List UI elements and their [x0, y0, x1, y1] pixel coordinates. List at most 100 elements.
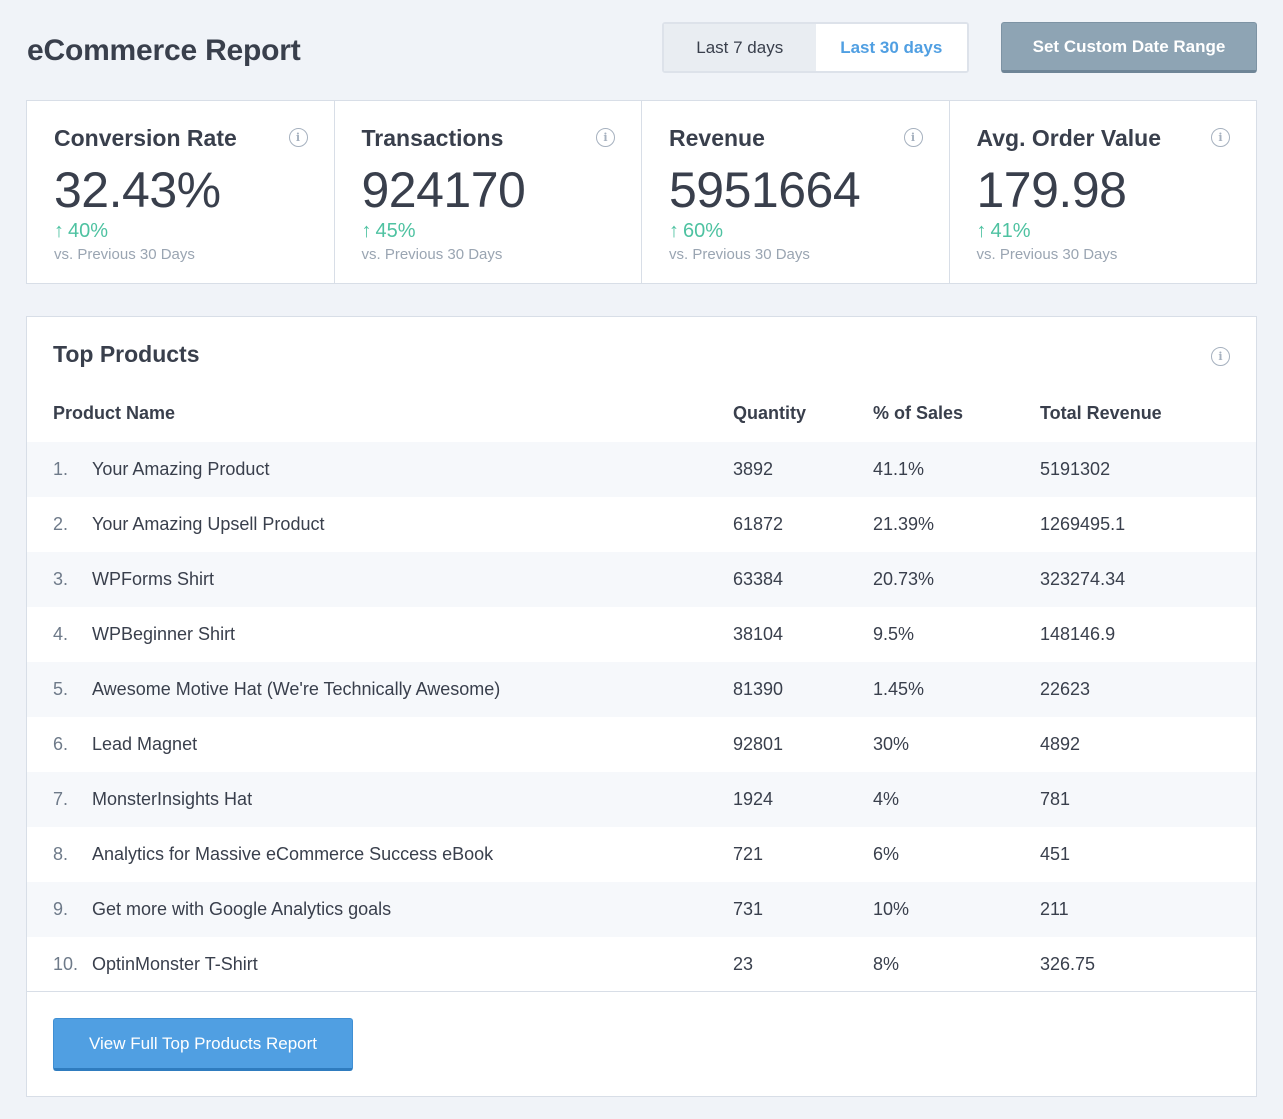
table-row: 5. Awesome Motive Hat (We're Technically… — [27, 662, 1256, 717]
table-row: 6. Lead Magnet 92801 30% 4892 — [27, 717, 1256, 772]
kpi-title: Conversion Rate — [54, 125, 237, 151]
product-name: Awesome Motive Hat (We're Technically Aw… — [92, 679, 501, 699]
kpi-title: Revenue — [669, 125, 765, 151]
product-name: Your Amazing Product — [92, 459, 270, 479]
product-quantity: 731 — [733, 899, 764, 919]
date-range-toggle: Last 7 days Last 30 days — [662, 22, 969, 73]
top-products-title: Top Products — [53, 341, 200, 367]
arrow-up-icon: ↑ — [976, 220, 987, 242]
product-revenue: 148146.9 — [1040, 624, 1116, 644]
view-full-top-products-report-button[interactable]: View Full Top Products Report — [53, 1018, 353, 1071]
product-revenue: 211 — [1040, 899, 1069, 919]
product-pct-sales: 30% — [873, 734, 910, 754]
product-revenue: 4892 — [1040, 734, 1081, 754]
table-header: Product Name Quantity % of Sales Total R… — [53, 403, 1256, 429]
column-header-pct-sales: % of Sales — [873, 403, 964, 423]
product-pct-sales: 4% — [873, 789, 900, 809]
kpi-overview: Conversion Rate i 32.43% ↑ 40% vs. Previ… — [26, 100, 1257, 284]
kpi-revenue: Revenue i 5951664 ↑ 60% vs. Previous 30 … — [642, 101, 950, 283]
column-header-product-name: Product Name — [53, 403, 176, 423]
product-name: OptinMonster T-Shirt — [92, 954, 258, 974]
kpi-title: Avg. Order Value — [976, 125, 1162, 151]
row-rank: 7. — [53, 789, 69, 809]
kpi-value: 179.98 — [976, 162, 1127, 218]
row-rank: 10. — [53, 954, 79, 974]
kpi-value: 5951664 — [669, 162, 861, 218]
product-pct-sales: 9.5% — [873, 624, 915, 644]
kpi-value: 924170 — [361, 162, 526, 218]
product-pct-sales: 10% — [873, 899, 910, 919]
kpi-change: ↑ 40% — [54, 218, 334, 244]
kpi-title: Transactions — [361, 125, 504, 151]
product-quantity: 38104 — [733, 624, 784, 644]
product-quantity: 1924 — [733, 789, 774, 809]
product-name: WPBeginner Shirt — [92, 624, 236, 644]
table-row: 3. WPForms Shirt 63384 20.73% 323274.34 — [27, 552, 1256, 607]
product-quantity: 23 — [733, 954, 754, 974]
product-pct-sales: 8% — [873, 954, 900, 974]
product-name: Your Amazing Upsell Product — [92, 514, 325, 534]
row-rank: 4. — [53, 624, 69, 644]
row-rank: 1. — [53, 459, 69, 479]
product-quantity: 61872 — [733, 514, 784, 534]
row-rank: 5. — [53, 679, 69, 699]
kpi-change-value: 40% — [68, 220, 109, 242]
product-quantity: 3892 — [733, 459, 774, 479]
panel-divider — [27, 991, 1256, 992]
product-name: Analytics for Massive eCommerce Success … — [92, 844, 494, 864]
info-icon[interactable]: i — [903, 128, 923, 147]
product-pct-sales: 21.39% — [873, 514, 935, 534]
info-icon[interactable]: i — [1211, 128, 1230, 147]
row-rank: 2. — [53, 514, 69, 534]
product-pct-sales: 41.1% — [873, 459, 925, 479]
kpi-compare-label: vs. Previous 30 Days — [669, 246, 810, 263]
kpi-change-value: 45% — [375, 220, 416, 242]
kpi-compare-label: vs. Previous 30 Days — [54, 246, 195, 263]
info-icon[interactable]: i — [1211, 347, 1230, 366]
table-row: 7. MonsterInsights Hat 1924 4% 781 — [27, 772, 1256, 827]
product-revenue: 1269495.1 — [1040, 514, 1126, 534]
kpi-avg-order-value: Avg. Order Value i 179.98 ↑ 41% vs. Prev… — [950, 101, 1257, 283]
arrow-up-icon: ↑ — [669, 220, 679, 242]
arrow-up-icon: ↑ — [54, 220, 64, 242]
kpi-change: ↑ 60% — [669, 218, 949, 244]
kpi-value: 32.43% — [54, 162, 221, 218]
product-quantity: 721 — [733, 844, 764, 864]
info-icon[interactable]: i — [596, 128, 615, 147]
product-name: Lead Magnet — [92, 734, 198, 754]
product-name: WPForms Shirt — [92, 569, 215, 589]
product-pct-sales: 1.45% — [873, 679, 925, 699]
table-row: 1. Your Amazing Product 3892 41.1% 51913… — [27, 442, 1256, 497]
product-revenue: 323274.34 — [1040, 569, 1126, 589]
row-rank: 9. — [53, 899, 69, 919]
kpi-compare-label: vs. Previous 30 Days — [361, 246, 503, 263]
range-last-7-days[interactable]: Last 7 days — [664, 24, 816, 71]
set-custom-date-range-button[interactable]: Set Custom Date Range — [1001, 22, 1257, 73]
product-revenue: 5191302 — [1040, 459, 1111, 479]
product-name: Get more with Google Analytics goals — [92, 899, 392, 919]
kpi-conversion-rate: Conversion Rate i 32.43% ↑ 40% vs. Previ… — [27, 101, 335, 283]
kpi-transactions: Transactions i 924170 ↑ 45% vs. Previous… — [335, 101, 642, 283]
product-revenue: 781 — [1040, 789, 1071, 809]
row-rank: 6. — [53, 734, 69, 754]
column-header-total-revenue: Total Revenue — [1040, 403, 1162, 423]
product-quantity: 92801 — [733, 734, 784, 754]
kpi-change-value: 60% — [683, 220, 724, 242]
product-pct-sales: 20.73% — [873, 569, 935, 589]
table-row: 4. WPBeginner Shirt 38104 9.5% 148146.9 — [27, 607, 1256, 662]
products-table-body: 1. Your Amazing Product 3892 41.1% 51913… — [27, 442, 1256, 992]
top-products-panel: Top Products i Product Name Quantity % o… — [26, 316, 1257, 1097]
kpi-change: ↑ 45% — [362, 218, 642, 244]
table-row: 8. Analytics for Massive eCommerce Succe… — [27, 827, 1256, 882]
info-icon[interactable]: i — [288, 128, 308, 147]
table-row: 10. OptinMonster T-Shirt 23 8% 326.75 — [27, 937, 1256, 992]
column-header-quantity: Quantity — [733, 403, 807, 423]
product-quantity: 81390 — [733, 679, 784, 699]
table-row: 9. Get more with Google Analytics goals … — [27, 882, 1256, 937]
table-row: 2. Your Amazing Upsell Product 61872 21.… — [27, 497, 1256, 552]
range-last-30-days[interactable]: Last 30 days — [815, 24, 967, 71]
product-revenue: 326.75 — [1040, 954, 1096, 974]
product-quantity: 63384 — [733, 569, 784, 589]
kpi-compare-label: vs. Previous 30 Days — [976, 246, 1118, 263]
page-title: eCommerce Report — [27, 34, 301, 67]
